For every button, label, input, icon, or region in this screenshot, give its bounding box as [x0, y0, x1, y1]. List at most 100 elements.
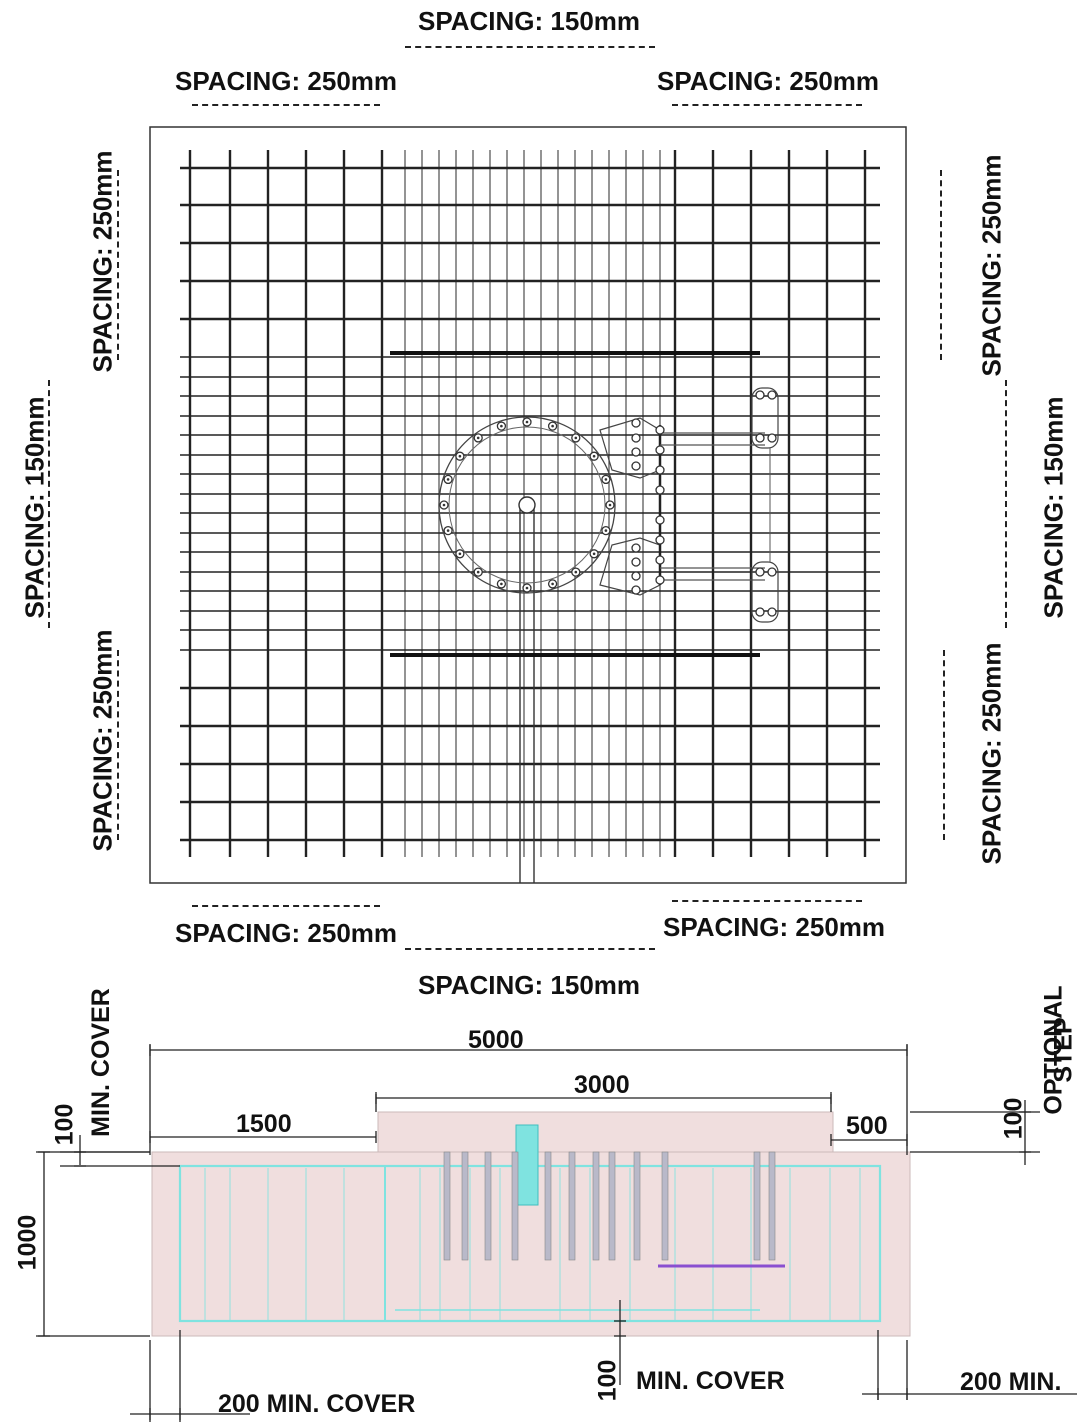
bolt-center — [604, 478, 608, 481]
dim-center-width: 3000 — [574, 1071, 630, 1099]
bolt-center — [551, 582, 554, 586]
anchor-bolt-section — [633, 1151, 641, 1261]
bracket-bolt — [631, 557, 641, 567]
spacing-label-right-middle: SPACING: 150mm — [1038, 396, 1069, 619]
dimension-dash — [48, 380, 50, 628]
anchor-bolt-section — [511, 1151, 519, 1261]
bracket-bolt — [631, 571, 641, 581]
bolt-center — [500, 424, 503, 428]
bolt-center — [458, 552, 462, 556]
anchor-bolt-ring — [438, 416, 616, 594]
dimension-dash — [117, 170, 119, 360]
anchor-pipe — [515, 1124, 539, 1206]
dimension-dash — [117, 650, 119, 840]
slab-outline — [149, 126, 907, 884]
dimension-dash — [405, 46, 655, 48]
section-view — [36, 1044, 1077, 1422]
spacing-label-left-upper: SPACING: 250mm — [87, 150, 118, 373]
dim-bottom-cover-value: 100 — [593, 1359, 622, 1402]
bracket-bolt — [655, 555, 665, 565]
bracket-bolt — [767, 390, 777, 400]
bolt-center — [574, 570, 578, 574]
bracket-bolt — [631, 447, 641, 457]
bracket-bolt — [767, 433, 777, 443]
spacing-label-left-middle: SPACING: 150mm — [19, 396, 50, 619]
spacing-label-left-lower: SPACING: 250mm — [87, 629, 118, 852]
bracket-bolt — [655, 485, 665, 495]
left-side-cover-label: 200 MIN. COVER — [218, 1390, 416, 1418]
bolt-center — [446, 529, 450, 532]
dim-overall-width: 5000 — [468, 1026, 524, 1054]
anchor-bolt-section — [661, 1151, 669, 1261]
bracket-bolt — [631, 433, 641, 443]
anchor-bolt-section — [461, 1151, 469, 1261]
bolt-center — [592, 454, 596, 458]
bolt-center — [574, 436, 578, 440]
anchor-bolt-section — [768, 1151, 776, 1261]
bolt-center — [608, 503, 612, 507]
anchor-bolt-section — [592, 1151, 600, 1261]
spacing-label-right-lower: SPACING: 250mm — [976, 642, 1007, 865]
bracket-bolt — [755, 390, 765, 400]
spacing-label-top-right: SPACING: 250mm — [657, 66, 880, 96]
bracket-bolt — [631, 585, 641, 595]
dim-right-offset: 500 — [846, 1112, 888, 1140]
bolt-center — [458, 454, 462, 458]
spacing-label-top-center: SPACING: 150mm — [418, 6, 641, 36]
bracket-bolt — [631, 418, 641, 428]
bracket-bolt — [655, 515, 665, 525]
spacing-label-top-left: SPACING: 250mm — [175, 66, 398, 96]
bracket-bolt — [631, 543, 641, 553]
anchor-bolt-section — [443, 1151, 451, 1261]
bolt-center — [476, 436, 480, 440]
anchor-bolt-section — [484, 1151, 492, 1261]
dim-top-cover-value: 100 — [50, 1103, 79, 1146]
dimension-dash — [940, 170, 942, 360]
anchor-bolt-section — [608, 1151, 616, 1261]
dimension-dash — [672, 900, 862, 902]
anchor-bolt-section — [753, 1151, 761, 1261]
dimension-dash — [405, 948, 655, 950]
right-side-cover-label: 200 MIN. — [960, 1368, 1062, 1396]
bracket-bolt — [655, 445, 665, 455]
bracket-bolt — [631, 461, 641, 471]
spacing-label-bottom-left: SPACING: 250mm — [175, 918, 398, 948]
dimension-dash — [192, 104, 380, 106]
bolt-center — [604, 529, 608, 532]
spacing-label-bottom-center: SPACING: 150mm — [418, 970, 641, 1000]
spacing-label-right-upper: SPACING: 250mm — [976, 154, 1007, 377]
bracket-bolt — [755, 607, 765, 617]
bracket-bolt — [655, 425, 665, 435]
conduit — [518, 496, 536, 883]
bracket-bolt — [655, 575, 665, 585]
anchor-bolt-section — [568, 1151, 576, 1261]
dimension-dash — [672, 104, 862, 106]
bolt-center — [476, 570, 480, 574]
cable-bracket — [599, 387, 779, 623]
bracket-bolt — [655, 535, 665, 545]
bracket-bolt — [755, 567, 765, 577]
bracket-bolt — [767, 607, 777, 617]
bolt-center — [442, 503, 446, 507]
bolt-center — [446, 478, 450, 481]
dim-left-width: 1500 — [236, 1110, 292, 1138]
step-label-step: STEP — [1049, 1017, 1077, 1083]
bracket-bolt — [767, 567, 777, 577]
dim-step-value: 100 — [999, 1097, 1028, 1140]
bolt-center — [551, 424, 554, 428]
bolt-center — [525, 586, 529, 590]
concrete-pedestal — [377, 1111, 834, 1153]
bracket-bolt — [755, 433, 765, 443]
dim-depth: 1000 — [13, 1214, 42, 1271]
dimension-dash — [1005, 380, 1007, 628]
bolt-center — [525, 420, 529, 424]
anchor-bolt-section — [544, 1151, 552, 1261]
bolt-center — [500, 582, 503, 586]
top-cover-label: MIN. COVER — [86, 988, 115, 1137]
dimension-dash — [192, 905, 380, 907]
spacing-label-bottom-right: SPACING: 250mm — [663, 912, 886, 942]
bracket-bolt — [655, 465, 665, 475]
dimension-dash — [943, 650, 945, 840]
